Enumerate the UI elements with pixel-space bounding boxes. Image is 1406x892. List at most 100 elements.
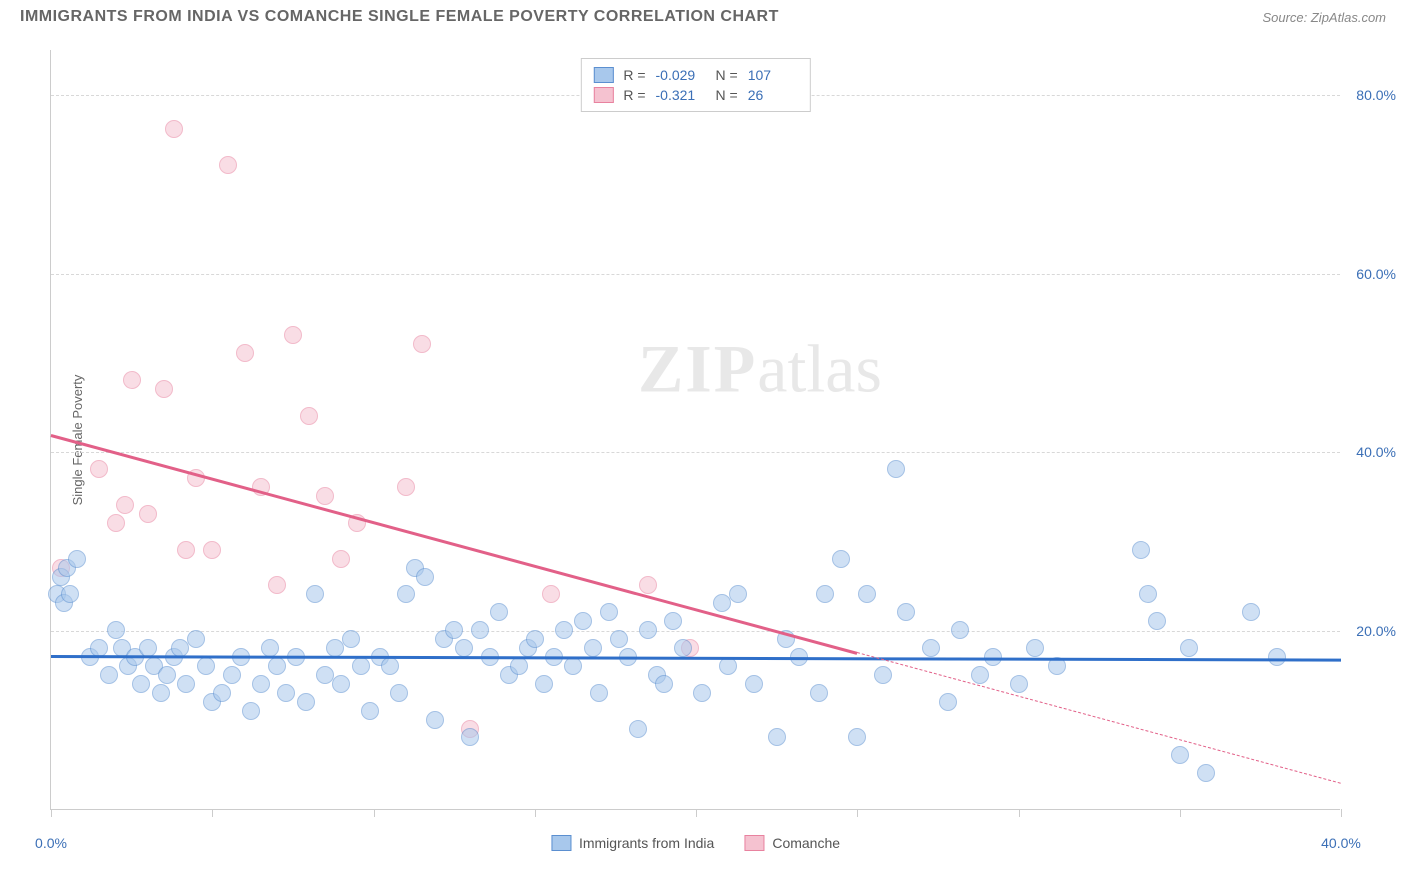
scatter-point [123,371,141,389]
trend-line [857,652,1341,784]
scatter-point [971,666,989,684]
scatter-point [352,657,370,675]
scatter-point [397,585,415,603]
plot-area: ZIPatlas R = -0.029 N = 107 R = -0.321 N… [50,50,1340,810]
x-tick-label: 40.0% [1321,835,1361,851]
scatter-point [397,478,415,496]
x-tick [535,809,536,817]
scatter-point [1010,675,1028,693]
scatter-point [61,585,79,603]
scatter-point [242,702,260,720]
stats-row-series-1: R = -0.321 N = 26 [593,85,797,105]
scatter-point [461,728,479,746]
scatter-point [177,675,195,693]
scatter-point [922,639,940,657]
scatter-point [342,630,360,648]
x-tick [696,809,697,817]
stats-n-value-1: 26 [748,87,798,103]
scatter-point [526,630,544,648]
scatter-point [268,576,286,594]
scatter-point [1026,639,1044,657]
scatter-point [116,496,134,514]
scatter-point [332,675,350,693]
stats-row-series-0: R = -0.029 N = 107 [593,65,797,85]
scatter-point [816,585,834,603]
scatter-point [887,460,905,478]
y-tick-label: 60.0% [1356,266,1396,282]
scatter-point [203,541,221,559]
swatch-series-1 [593,87,613,103]
scatter-point [610,630,628,648]
scatter-point [139,505,157,523]
stats-r-value-0: -0.029 [656,67,706,83]
scatter-point [639,576,657,594]
scatter-point [564,657,582,675]
scatter-point [574,612,592,630]
scatter-point [300,407,318,425]
scatter-point [674,639,692,657]
chart-title: IMMIGRANTS FROM INDIA VS COMANCHE SINGLE… [20,8,779,26]
scatter-point [1139,585,1157,603]
scatter-point [664,612,682,630]
y-tick-label: 20.0% [1356,623,1396,639]
scatter-point [284,326,302,344]
scatter-point [1242,603,1260,621]
legend-swatch-0 [551,835,571,851]
scatter-point [326,639,344,657]
scatter-point [158,666,176,684]
legend-item-1: Comanche [744,835,840,851]
gridline-h [51,274,1340,275]
scatter-point [236,344,254,362]
scatter-point [68,550,86,568]
y-tick-label: 40.0% [1356,444,1396,460]
scatter-point [471,621,489,639]
legend-label-1: Comanche [772,835,840,851]
scatter-point [768,728,786,746]
scatter-point [584,639,602,657]
scatter-point [1268,648,1286,666]
scatter-point [693,684,711,702]
stats-n-label: N = [716,67,738,83]
scatter-point [719,657,737,675]
scatter-point [897,603,915,621]
x-tick [1180,809,1181,817]
scatter-point [600,603,618,621]
scatter-point [277,684,295,702]
source-attribution: Source: ZipAtlas.com [1262,10,1386,25]
bottom-legend: Immigrants from India Comanche [551,835,840,851]
scatter-point [490,603,508,621]
stats-r-label: R = [623,67,645,83]
x-tick [212,809,213,817]
x-tick-label: 0.0% [35,835,67,851]
legend-swatch-1 [744,835,764,851]
scatter-point [655,675,673,693]
scatter-point [939,693,957,711]
scatter-point [187,630,205,648]
legend-label-0: Immigrants from India [579,835,714,851]
stats-r-value-1: -0.321 [656,87,706,103]
scatter-point [510,657,528,675]
legend-item-0: Immigrants from India [551,835,714,851]
scatter-point [542,585,560,603]
scatter-point [90,460,108,478]
swatch-series-0 [593,67,613,83]
scatter-point [1180,639,1198,657]
x-tick [374,809,375,817]
scatter-point [416,568,434,586]
scatter-point [213,684,231,702]
scatter-point [381,657,399,675]
stats-legend: R = -0.029 N = 107 R = -0.321 N = 26 [580,58,810,112]
watermark: ZIPatlas [638,329,882,408]
scatter-point [555,621,573,639]
scatter-point [832,550,850,568]
chart-container: Single Female Poverty ZIPatlas R = -0.02… [50,50,1390,830]
scatter-point [155,380,173,398]
scatter-point [332,550,350,568]
scatter-point [177,541,195,559]
scatter-point [426,711,444,729]
scatter-point [455,639,473,657]
scatter-point [197,657,215,675]
scatter-point [413,335,431,353]
scatter-point [1132,541,1150,559]
scatter-point [1197,764,1215,782]
